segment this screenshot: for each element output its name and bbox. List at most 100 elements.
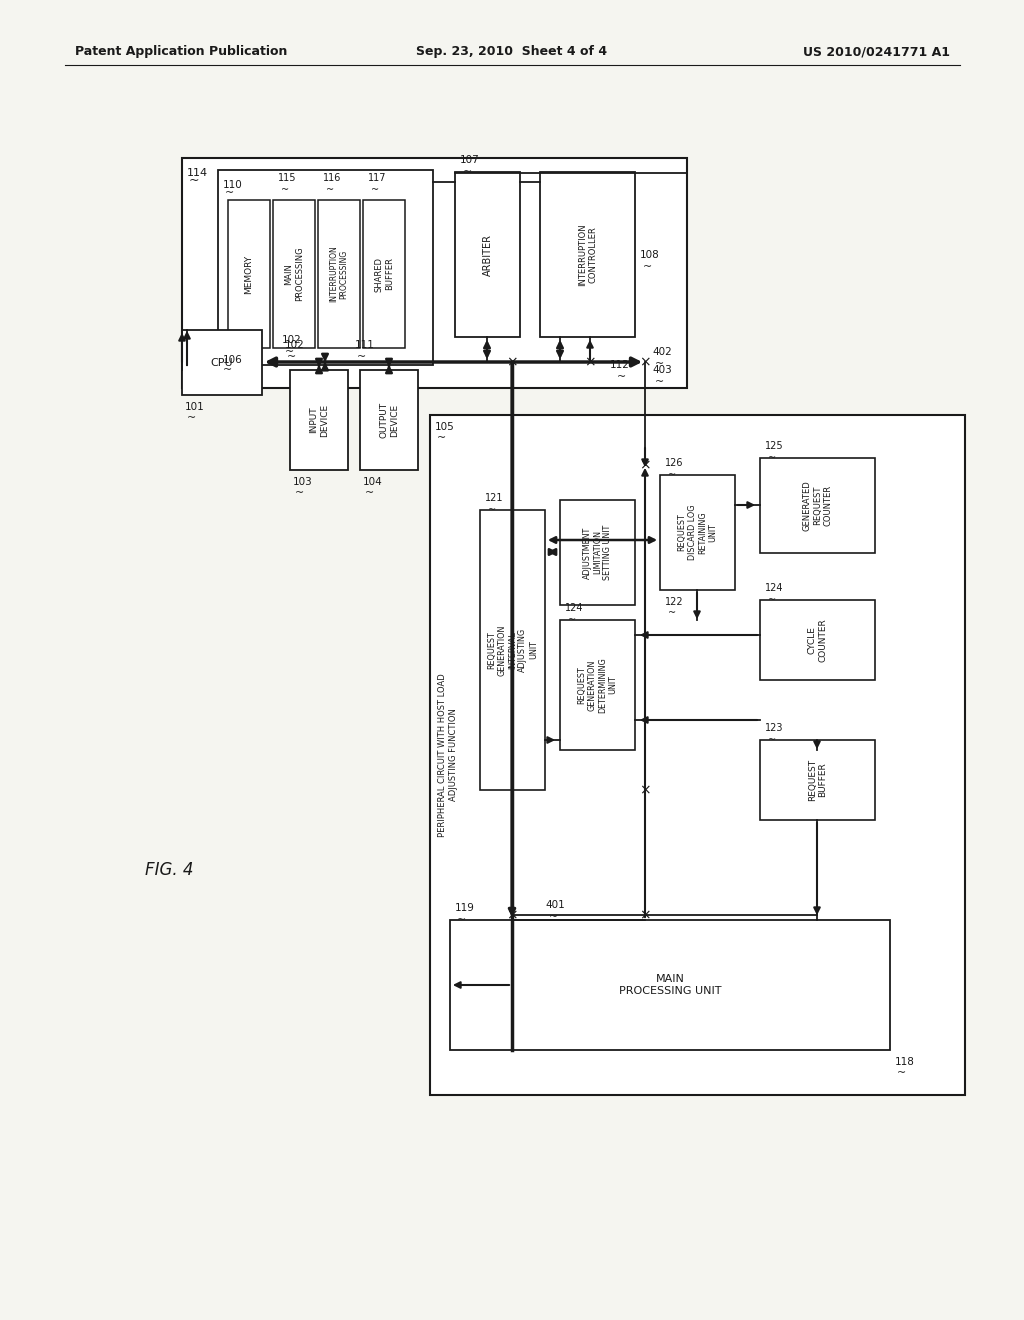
Text: SHARED
BUFFER: SHARED BUFFER [375,256,393,292]
Bar [182,330,262,395]
Text: 116: 116 [323,173,341,183]
Text: ~: ~ [357,352,367,362]
Bar [450,920,890,1049]
Text: 124: 124 [765,583,783,593]
Bar [318,201,360,348]
Text: ~: ~ [568,615,577,624]
Text: ×: × [639,458,651,473]
Text: REQUEST
GENERATION
DETERMINING
UNIT: REQUEST GENERATION DETERMINING UNIT [578,657,617,713]
Text: MEMORY: MEMORY [245,255,254,293]
Text: 102: 102 [282,335,302,345]
Bar [480,510,545,789]
Text: Sep. 23, 2010  Sheet 4 of 4: Sep. 23, 2010 Sheet 4 of 4 [417,45,607,58]
Text: ~: ~ [437,433,446,444]
Text: ×: × [506,908,518,921]
Text: ~: ~ [288,352,297,362]
Text: ×: × [639,355,651,370]
Text: GENERATED
REQUEST
COUNTER: GENERATED REQUEST COUNTER [803,480,833,531]
Text: ~: ~ [768,735,776,744]
Text: REQUEST
DISCARD LOG
RETAINING
UNIT: REQUEST DISCARD LOG RETAINING UNIT [678,504,718,560]
Text: ~: ~ [286,347,295,356]
Text: 403: 403 [652,366,672,375]
Bar [218,170,433,366]
Text: INTERRUPTION
CONTROLLER: INTERRUPTION CONTROLLER [578,223,597,286]
Text: 121: 121 [485,492,504,503]
Text: US 2010/0241771 A1: US 2010/0241771 A1 [803,45,950,58]
Text: REQUEST
BUFFER: REQUEST BUFFER [808,759,827,801]
Text: REQUEST
GENERATION
INTERVAL
ADJUSTING
UNIT: REQUEST GENERATION INTERVAL ADJUSTING UN… [487,624,538,676]
Text: 111: 111 [355,341,375,350]
Text: CPU: CPU [211,358,233,367]
Text: CYCLE
COUNTER: CYCLE COUNTER [808,618,827,661]
Bar [430,414,965,1096]
Text: ~: ~ [655,359,665,370]
Bar [455,172,520,337]
Text: 110: 110 [223,180,243,190]
Text: ~: ~ [668,609,676,618]
Text: ~: ~ [655,378,665,387]
Text: ~: ~ [188,173,200,186]
Text: 115: 115 [278,173,297,183]
Text: 126: 126 [665,458,683,469]
Text: 122: 122 [665,597,684,607]
Text: ~: ~ [463,168,472,177]
Text: FIG. 4: FIG. 4 [145,861,194,879]
Text: ~: ~ [295,488,304,498]
Text: ~: ~ [617,372,627,381]
Text: 124: 124 [565,603,584,612]
Text: ~: ~ [458,915,467,925]
Text: 125: 125 [765,441,783,451]
Text: 103: 103 [293,477,312,487]
Text: 108: 108 [640,249,659,260]
Bar [560,500,635,605]
Text: ~: ~ [223,366,232,375]
Text: INPUT
DEVICE: INPUT DEVICE [309,404,329,437]
Text: ~: ~ [187,413,197,422]
Text: ~: ~ [549,912,558,921]
Text: 105: 105 [435,422,455,432]
Text: MAIN
PROCESSING UNIT: MAIN PROCESSING UNIT [618,974,721,995]
Bar [360,370,418,470]
Text: ~: ~ [225,187,234,198]
Text: ~: ~ [366,488,375,498]
Text: PERIPHERAL CIRCUIT WITH HOST LOAD
ADJUSTING FUNCTION: PERIPHERAL CIRCUIT WITH HOST LOAD ADJUST… [438,673,458,837]
Text: ×: × [506,355,518,370]
Text: 119: 119 [455,903,475,913]
Bar [182,158,687,388]
Bar [273,201,315,348]
Text: 402: 402 [652,347,672,356]
Text: ~: ~ [371,185,379,195]
Text: ADJUSTMENT
LIMITATION
SETTING UNIT: ADJUSTMENT LIMITATION SETTING UNIT [583,525,612,579]
Bar [540,172,635,337]
Bar [760,601,874,680]
Text: 101: 101 [185,403,205,412]
Text: 123: 123 [765,723,783,733]
Text: ~: ~ [768,595,776,605]
Text: INTERRUPTION
PROCESSING: INTERRUPTION PROCESSING [330,246,349,302]
Text: ~: ~ [488,506,496,515]
Bar [760,458,874,553]
Bar [560,620,635,750]
Text: 104: 104 [362,477,383,487]
Text: Patent Application Publication: Patent Application Publication [75,45,288,58]
Text: 118: 118 [895,1057,914,1067]
Text: 102: 102 [285,341,305,350]
Text: ~: ~ [897,1068,906,1078]
Text: ~: ~ [668,470,676,480]
Text: 117: 117 [368,173,386,183]
Text: ARBITER: ARBITER [482,234,493,276]
Bar [660,475,735,590]
Text: MAIN
PROCESSING: MAIN PROCESSING [285,247,304,301]
Bar [228,201,270,348]
Text: ~: ~ [642,261,651,272]
Text: 401: 401 [545,900,565,909]
Text: 107: 107 [460,154,480,165]
Text: ×: × [639,783,651,797]
Bar [362,201,406,348]
Text: ×: × [639,908,651,921]
Text: 114: 114 [187,168,208,178]
Text: 106: 106 [223,355,243,366]
Bar [290,370,348,470]
Text: ~: ~ [281,185,289,195]
Text: ×: × [584,355,596,370]
